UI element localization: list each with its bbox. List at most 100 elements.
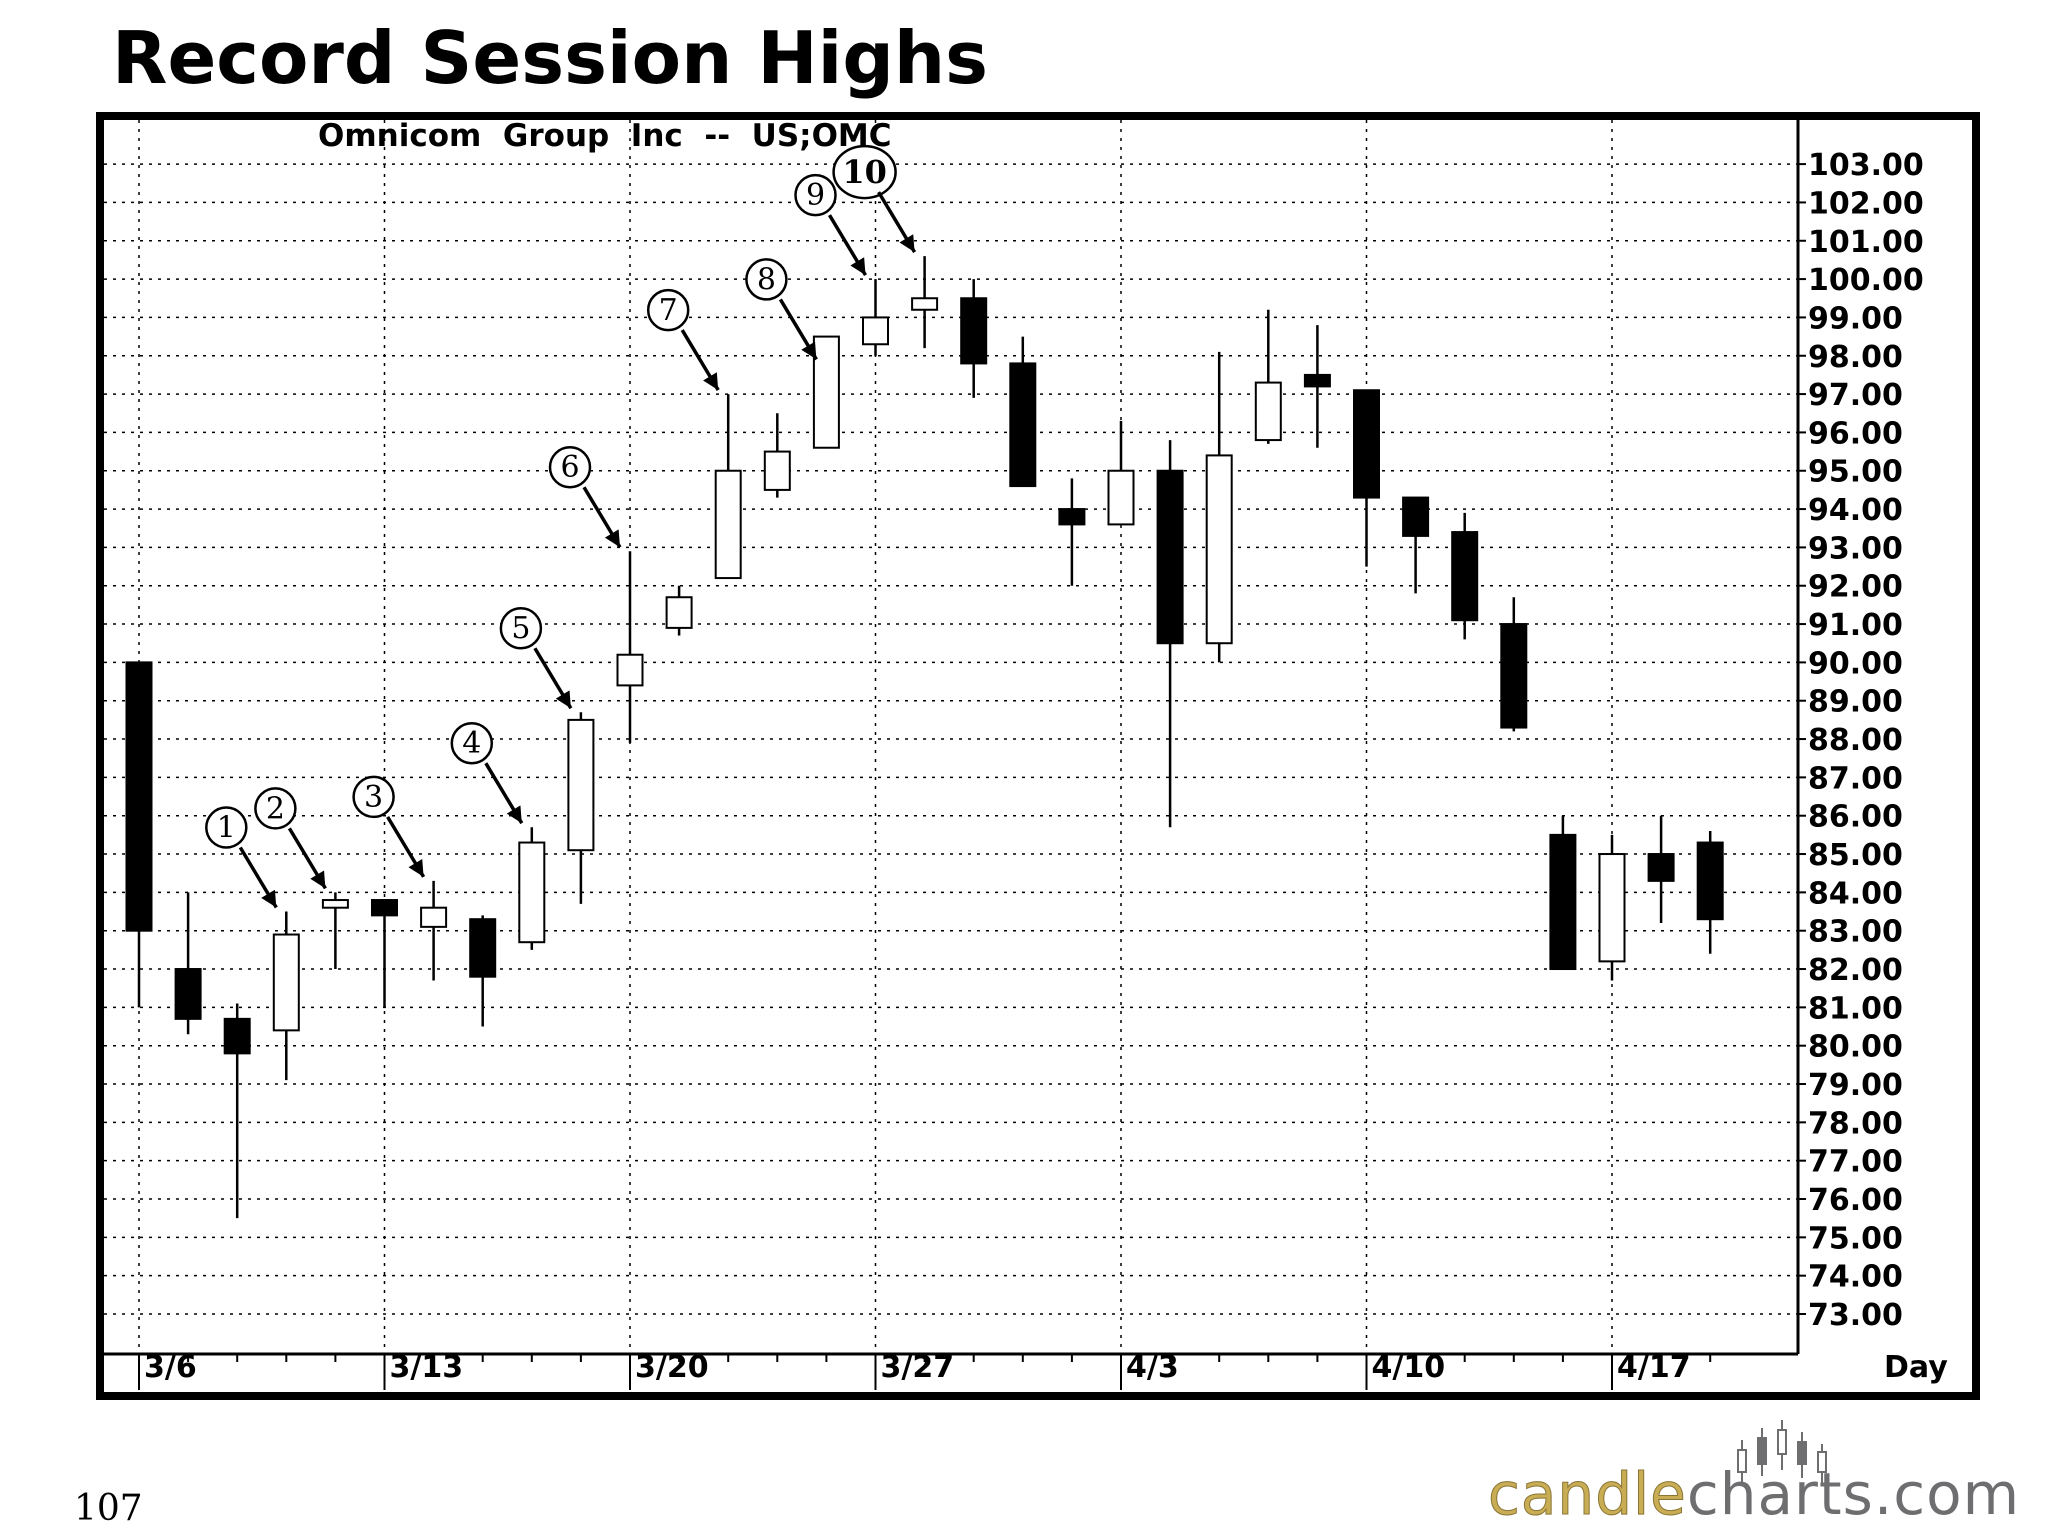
- y-tick-label: 83.00: [1808, 915, 1903, 950]
- annotation-circle: [548, 445, 592, 489]
- annotation-number: 2: [266, 791, 285, 826]
- annotation-arrowhead: [899, 234, 915, 253]
- y-tick-label: 82.00: [1808, 953, 1903, 988]
- annotation-circle: [254, 787, 297, 830]
- y-tick-label: 102.00: [1808, 186, 1924, 221]
- y-tick-label: 85.00: [1808, 838, 1903, 873]
- annotation-callout: 6: [548, 445, 622, 549]
- y-tick-label: 78.00: [1808, 1106, 1903, 1141]
- y-tick-label: 75.00: [1808, 1221, 1903, 1256]
- chart-border: [96, 112, 1980, 1400]
- candle-body-down: [1696, 841, 1724, 921]
- annotation-circle: [646, 288, 690, 332]
- x-tick-label: 4/17: [1617, 1350, 1691, 1385]
- candle: [911, 256, 939, 349]
- annotation-arrowhead: [310, 870, 326, 889]
- candle: [125, 661, 153, 1008]
- logo-text-com: .com: [1874, 1460, 2020, 1528]
- annotation-number: 4: [462, 726, 481, 761]
- candle-body-down: [1058, 508, 1086, 526]
- annotation-callout: 3: [352, 775, 426, 878]
- logo-candles-icon: [1737, 1420, 1827, 1486]
- candle-body-up: [272, 933, 300, 1032]
- annotation-callout: 9: [794, 173, 868, 276]
- annotation-circle: [450, 721, 494, 765]
- candle-body-down: [1451, 531, 1479, 622]
- candle: [174, 892, 202, 1035]
- candle: [862, 279, 889, 356]
- candle-body-down: [371, 899, 398, 917]
- candle-body-up: [665, 596, 693, 629]
- candle-body-up: [567, 718, 595, 852]
- svg-text:candlecharts.com: candlecharts.com: [1488, 1460, 2020, 1528]
- candle: [714, 394, 742, 580]
- annotation-arrowhead: [703, 372, 719, 391]
- candle-body-down: [1353, 389, 1380, 499]
- candle-body-down: [1009, 362, 1037, 488]
- candle-body-down: [960, 297, 988, 365]
- candle: [1402, 496, 1430, 594]
- candle-body-up: [321, 899, 349, 909]
- candle-body-up: [812, 335, 840, 449]
- candle-body-up: [763, 450, 791, 491]
- candlecharts-logo: candlecharts.com: [1488, 1420, 2020, 1529]
- annotation-layer: 12 3 4 5 6 7 8 9 10: [205, 144, 917, 909]
- y-tick-label: 74.00: [1808, 1260, 1903, 1295]
- candle: [1647, 815, 1675, 924]
- candle: [371, 899, 398, 1008]
- annotation-arrowhead: [555, 690, 571, 709]
- annotation-number: 6: [560, 450, 579, 485]
- candle: [763, 413, 791, 498]
- candle-body-up: [911, 297, 939, 311]
- logo-text-charts: charts: [1687, 1460, 1874, 1528]
- annotation-number: 3: [364, 780, 383, 815]
- candle: [420, 880, 448, 981]
- y-tick-label: 77.00: [1808, 1145, 1903, 1180]
- y-tick-label: 101.00: [1808, 225, 1924, 260]
- y-tick-label: 103.00: [1808, 148, 1924, 183]
- annotation-callout: 5: [499, 606, 573, 710]
- y-tick-label: 80.00: [1808, 1030, 1903, 1065]
- candle: [1156, 440, 1184, 828]
- annotation-arrowhead: [801, 341, 817, 360]
- y-tick-label: 88.00: [1808, 723, 1903, 758]
- candle: [1009, 336, 1037, 488]
- logo-text-candle: candle: [1488, 1460, 1687, 1528]
- annotation-circle: [794, 173, 837, 217]
- page-number: 107: [74, 1488, 143, 1529]
- candle: [1500, 597, 1528, 732]
- y-tick-label: 100.00: [1808, 263, 1924, 298]
- candle-body-down: [1647, 853, 1675, 882]
- candle: [1549, 815, 1577, 971]
- annotation-arrowhead: [506, 805, 522, 824]
- annotation-callout: 8: [745, 258, 818, 361]
- candle: [1058, 478, 1086, 586]
- candle-body-down: [469, 918, 497, 978]
- annotation-circle: [499, 606, 543, 650]
- y-tick-label: 92.00: [1808, 570, 1903, 605]
- y-tick-label: 99.00: [1808, 301, 1903, 336]
- annotation-circle: [832, 144, 897, 200]
- annotation-number: 7: [659, 293, 678, 328]
- candle-body-up: [518, 841, 546, 944]
- y-tick-label: 98.00: [1808, 340, 1903, 375]
- annotation-circle: [745, 258, 788, 301]
- annotation-arrowhead: [261, 889, 277, 908]
- candle-body-up: [1254, 381, 1282, 442]
- annotation-number: 5: [511, 611, 530, 646]
- candle-body-down: [1500, 623, 1528, 729]
- candle-body-down: [125, 661, 153, 932]
- annotation-number: 1: [217, 811, 236, 846]
- annotation-callout: 1: [205, 806, 278, 909]
- candle: [1353, 389, 1380, 567]
- candle: [1451, 512, 1479, 640]
- annotation-circle: [205, 806, 248, 849]
- candle-layer: [125, 256, 1724, 1219]
- candle: [1107, 420, 1135, 526]
- candle: [321, 892, 349, 970]
- y-tick-label: 81.00: [1808, 991, 1903, 1026]
- annotation-number: 9: [806, 178, 825, 213]
- candle-body-up: [616, 653, 644, 687]
- x-tick-label: 3/13: [390, 1350, 464, 1385]
- annotation-arrowhead: [604, 529, 620, 548]
